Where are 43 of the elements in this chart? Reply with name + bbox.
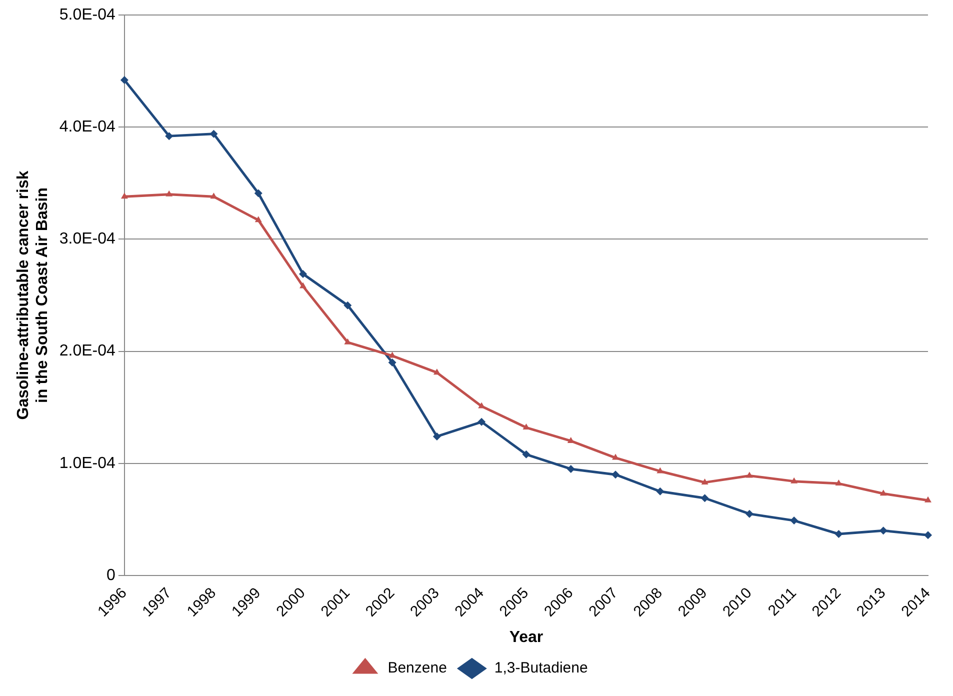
point [166, 190, 173, 196]
point [388, 358, 396, 366]
point [656, 487, 664, 496]
point [120, 76, 128, 84]
point [745, 510, 754, 518]
point [254, 189, 262, 198]
point [656, 467, 664, 474]
point [300, 282, 306, 288]
point [612, 470, 620, 479]
y-tick-label: 0 [106, 566, 116, 584]
y-tick-label: 5.0E-04 [59, 6, 116, 24]
point [344, 338, 352, 344]
point [522, 450, 530, 458]
point [478, 418, 486, 426]
legend-label: Benzene [388, 660, 447, 677]
point [746, 472, 753, 478]
point [433, 368, 440, 375]
point [254, 216, 262, 222]
point [210, 130, 218, 138]
point [701, 478, 708, 484]
point [612, 454, 619, 460]
point [834, 530, 843, 538]
point [924, 531, 932, 540]
point [566, 464, 575, 473]
point [879, 526, 888, 535]
y-tick-label: 2.0E-04 [59, 342, 116, 360]
legend-label: 1,3-Butadiene [494, 660, 588, 677]
point [165, 132, 174, 140]
y-tick-label: 1.0E-04 [59, 454, 116, 472]
point [299, 270, 308, 278]
y-tick-label: 4.0E-04 [59, 118, 116, 136]
point [790, 477, 798, 484]
y-tick-label: 3.0E-04 [59, 230, 116, 248]
x-axis-title: Year [509, 628, 544, 646]
y-axis-title: Gasoline-attributable cancer risk in the South Coast Air Basin [15, 170, 52, 420]
point [880, 490, 887, 496]
point [700, 494, 709, 502]
point [924, 496, 932, 502]
point [432, 432, 441, 440]
point [790, 516, 798, 525]
point [344, 301, 352, 310]
point [835, 480, 842, 486]
point [120, 192, 128, 199]
